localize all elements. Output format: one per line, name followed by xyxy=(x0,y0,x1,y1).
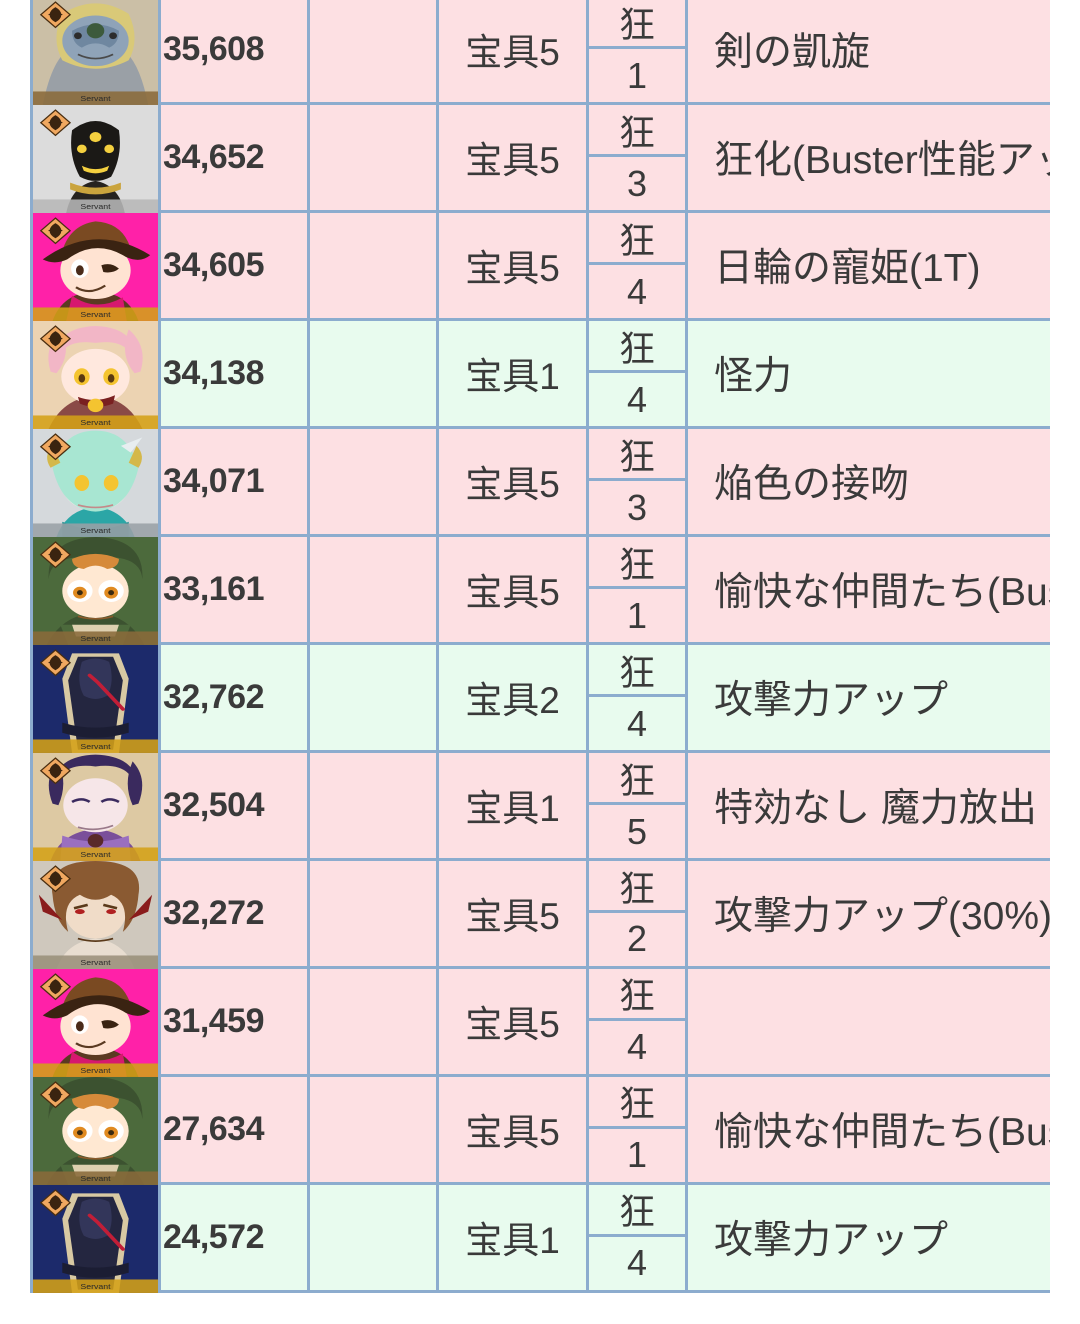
svg-text:Servant: Servant xyxy=(80,635,111,643)
svg-text:Servant: Servant xyxy=(80,1174,111,1182)
svg-text:Servant: Servant xyxy=(80,743,111,751)
svg-text:Servant: Servant xyxy=(80,1282,111,1290)
svg-text:Servant: Servant xyxy=(80,311,111,319)
svg-text:Servant: Servant xyxy=(80,419,111,427)
svg-text:Servant: Servant xyxy=(80,850,111,858)
svg-text:Servant: Servant xyxy=(80,95,111,103)
svg-text:Servant: Servant xyxy=(80,203,111,211)
svg-text:Servant: Servant xyxy=(80,1066,111,1074)
svg-text:Servant: Servant xyxy=(80,527,111,535)
svg-text:Servant: Servant xyxy=(80,958,111,966)
